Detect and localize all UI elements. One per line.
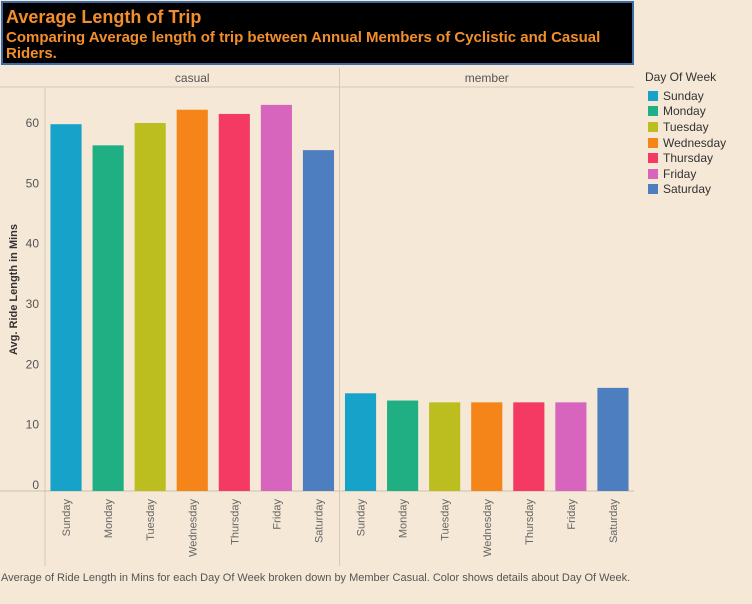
legend-item-sunday[interactable]: Sunday xyxy=(645,88,750,104)
bar-member-saturday xyxy=(597,387,629,491)
legend-label: Monday xyxy=(663,104,706,119)
title-box: Average Length of Trip Comparing Average… xyxy=(1,1,634,65)
bar-casual-thursday xyxy=(218,113,250,491)
bar-casual-sunday xyxy=(50,124,82,491)
legend-title: Day Of Week xyxy=(645,70,717,84)
legend: Day Of Week Sunday Monday Tuesday Wednes… xyxy=(645,70,750,197)
y-tick-label: 30 xyxy=(26,297,40,311)
x-tick-label: Sunday xyxy=(356,499,368,537)
y-tick-label: 10 xyxy=(26,418,40,432)
x-tick-label: Tuesday xyxy=(440,499,452,541)
x-tick-label: Saturday xyxy=(313,499,325,544)
bar-casual-friday xyxy=(260,104,292,492)
legend-swatch xyxy=(648,137,658,148)
bar-casual-wednesday xyxy=(176,109,208,491)
x-tick-label: Tuesday xyxy=(145,499,157,541)
legend-swatch xyxy=(648,121,658,132)
x-tick-label: Friday xyxy=(566,499,578,530)
legend-swatch xyxy=(648,184,658,195)
bar-member-wednesday xyxy=(471,402,503,491)
legend-item-friday[interactable]: Friday xyxy=(645,166,750,182)
legend-item-thursday[interactable]: Thursday xyxy=(645,150,750,166)
x-tick-label: Monday xyxy=(398,499,410,539)
y-axis-label: Avg. Ride Length in Mins xyxy=(8,224,20,355)
y-tick-label: 40 xyxy=(26,237,40,251)
x-tick-label: Wednesday xyxy=(187,499,199,557)
x-tick-label: Sunday xyxy=(61,499,73,537)
bar-member-thursday xyxy=(513,402,545,491)
legend-swatch xyxy=(648,153,658,164)
legend-item-saturday[interactable]: Saturday xyxy=(645,182,750,198)
x-tick-label: Friday xyxy=(271,499,283,530)
bar-casual-saturday xyxy=(302,150,335,491)
chart-subtitle: Comparing Average length of trip between… xyxy=(6,29,601,62)
bar-member-friday xyxy=(555,402,587,491)
legend-swatch xyxy=(648,168,658,179)
bar-casual-tuesday xyxy=(134,123,166,491)
legend-label: Saturday xyxy=(663,182,712,197)
bar-chart: Avg. Ride Length in Mins 0 10 20 30 40 50 60 cas… xyxy=(0,68,634,566)
legend-item-monday[interactable]: Monday xyxy=(645,104,750,120)
bar-member-sunday xyxy=(344,393,377,491)
bar-casual-monday xyxy=(92,145,124,491)
x-tick-label: Thursday xyxy=(524,499,536,545)
x-tick-label: Wednesday xyxy=(482,499,494,557)
legend-label: Thursday xyxy=(663,151,714,166)
legend-label: Friday xyxy=(663,166,697,181)
x-tick-label: Thursday xyxy=(229,499,241,545)
y-tick-label: 20 xyxy=(26,357,40,371)
legend-label: Tuesday xyxy=(663,119,709,134)
legend-item-tuesday[interactable]: Tuesday xyxy=(645,119,750,135)
legend-label: Sunday xyxy=(663,88,704,103)
legend-label: Wednesday xyxy=(663,135,727,150)
legend-swatch xyxy=(648,106,658,117)
x-tick-label: Monday xyxy=(103,499,115,539)
legend-item-wednesday[interactable]: Wednesday xyxy=(645,135,750,151)
y-tick-label: 0 xyxy=(32,478,39,492)
chart-title: Average Length of Trip xyxy=(6,7,202,27)
legend-swatch xyxy=(648,90,658,101)
panel-header-casual: casual xyxy=(175,71,210,85)
y-tick-label: 60 xyxy=(26,116,40,130)
y-tick-label: 50 xyxy=(26,176,40,190)
bar-member-monday xyxy=(387,400,419,491)
x-tick-label: Saturday xyxy=(608,499,620,544)
panel-header-member: member xyxy=(465,71,509,85)
chart-caption: Average of Ride Length in Mins for each … xyxy=(1,572,631,584)
bar-member-tuesday xyxy=(429,402,461,491)
